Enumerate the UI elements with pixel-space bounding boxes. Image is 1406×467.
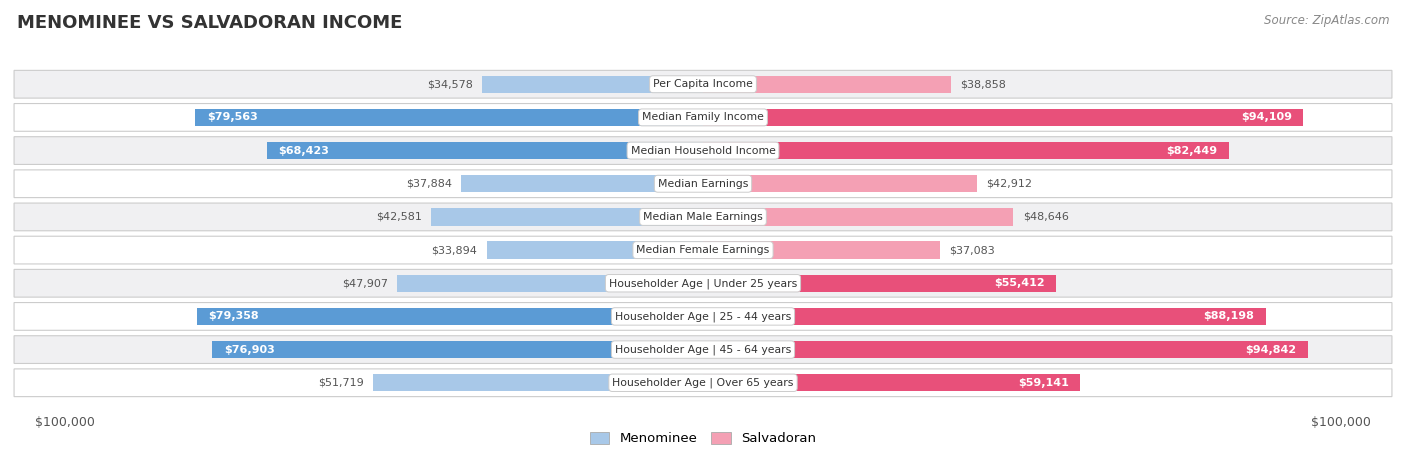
- Text: Median Female Earnings: Median Female Earnings: [637, 245, 769, 255]
- Text: $38,858: $38,858: [960, 79, 1007, 89]
- Text: $79,358: $79,358: [208, 311, 259, 321]
- Bar: [461, 175, 703, 192]
- Text: $59,141: $59,141: [1018, 378, 1069, 388]
- Text: Source: ZipAtlas.com: Source: ZipAtlas.com: [1264, 14, 1389, 27]
- Bar: [195, 109, 703, 126]
- Text: MENOMINEE VS SALVADORAN INCOME: MENOMINEE VS SALVADORAN INCOME: [17, 14, 402, 32]
- Bar: [703, 175, 977, 192]
- Bar: [703, 275, 1056, 292]
- Text: $55,412: $55,412: [994, 278, 1045, 288]
- Text: $33,894: $33,894: [432, 245, 477, 255]
- Text: $82,449: $82,449: [1167, 146, 1218, 156]
- Bar: [703, 374, 1080, 391]
- Text: $47,907: $47,907: [342, 278, 388, 288]
- Text: $42,581: $42,581: [375, 212, 422, 222]
- Text: $76,903: $76,903: [224, 345, 274, 354]
- Text: Median Family Income: Median Family Income: [643, 113, 763, 122]
- Text: $34,578: $34,578: [427, 79, 472, 89]
- Text: $42,912: $42,912: [986, 179, 1032, 189]
- Text: $94,109: $94,109: [1241, 113, 1292, 122]
- Text: Householder Age | Over 65 years: Householder Age | Over 65 years: [612, 377, 794, 388]
- FancyBboxPatch shape: [14, 336, 1392, 363]
- Text: Per Capita Income: Per Capita Income: [652, 79, 754, 89]
- Text: $79,563: $79,563: [207, 113, 257, 122]
- FancyBboxPatch shape: [14, 137, 1392, 164]
- Text: Householder Age | 25 - 44 years: Householder Age | 25 - 44 years: [614, 311, 792, 322]
- Bar: [486, 241, 703, 259]
- FancyBboxPatch shape: [14, 269, 1392, 297]
- Bar: [373, 374, 703, 391]
- Text: $51,719: $51,719: [318, 378, 364, 388]
- Bar: [703, 341, 1308, 358]
- Bar: [703, 76, 950, 93]
- Legend: Menominee, Salvadoran: Menominee, Salvadoran: [585, 426, 821, 451]
- Text: Householder Age | 45 - 64 years: Householder Age | 45 - 64 years: [614, 344, 792, 355]
- Bar: [703, 241, 939, 259]
- Bar: [398, 275, 703, 292]
- Text: $88,198: $88,198: [1204, 311, 1254, 321]
- Bar: [703, 308, 1265, 325]
- Bar: [482, 76, 703, 93]
- Bar: [197, 308, 703, 325]
- FancyBboxPatch shape: [14, 369, 1392, 396]
- Text: Median Household Income: Median Household Income: [630, 146, 776, 156]
- Text: Median Male Earnings: Median Male Earnings: [643, 212, 763, 222]
- FancyBboxPatch shape: [14, 236, 1392, 264]
- Bar: [267, 142, 703, 159]
- FancyBboxPatch shape: [14, 303, 1392, 330]
- FancyBboxPatch shape: [14, 71, 1392, 98]
- Bar: [703, 109, 1303, 126]
- Bar: [212, 341, 703, 358]
- Bar: [432, 208, 703, 226]
- Text: $94,842: $94,842: [1246, 345, 1296, 354]
- FancyBboxPatch shape: [14, 170, 1392, 198]
- Text: $48,646: $48,646: [1024, 212, 1069, 222]
- Text: $37,083: $37,083: [949, 245, 995, 255]
- Bar: [703, 208, 1014, 226]
- FancyBboxPatch shape: [14, 203, 1392, 231]
- Text: $37,884: $37,884: [406, 179, 451, 189]
- Bar: [703, 142, 1229, 159]
- Text: $68,423: $68,423: [278, 146, 329, 156]
- FancyBboxPatch shape: [14, 104, 1392, 131]
- Text: Median Earnings: Median Earnings: [658, 179, 748, 189]
- Text: Householder Age | Under 25 years: Householder Age | Under 25 years: [609, 278, 797, 289]
